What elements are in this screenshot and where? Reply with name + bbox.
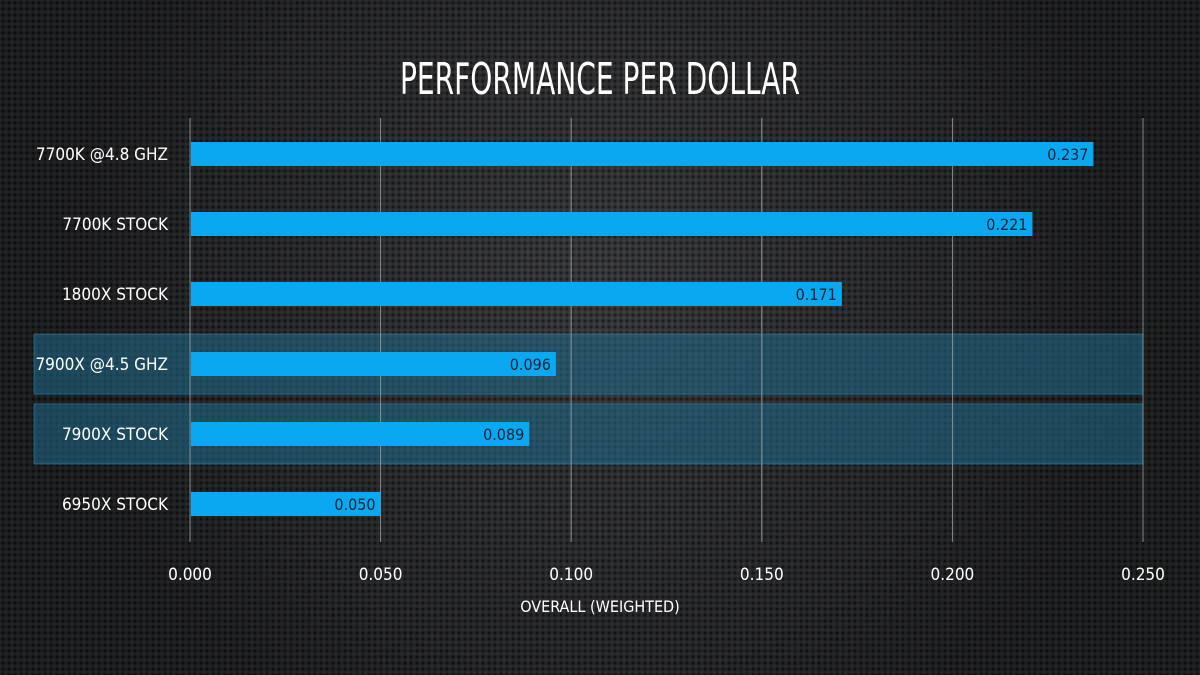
bar [191,142,1094,166]
chart-title: PERFORMANCE PER DOLLAR [400,54,800,105]
bar [191,282,842,306]
x-tick-label: 0.000 [168,565,212,585]
bar [191,212,1033,236]
bar-value-label: 0.096 [510,355,551,374]
bar-value-label: 0.050 [334,495,375,514]
category-label: 7900X @4.5 GHZ [35,355,168,375]
bar-value-label: 0.237 [1047,145,1088,164]
x-tick-label: 0.150 [740,565,784,585]
category-label: 6950X STOCK [62,495,169,515]
bar [191,492,381,516]
x-tick-label: 0.100 [549,565,593,585]
x-tick-label: 0.250 [1121,565,1165,585]
category-label: 7700K STOCK [62,215,169,235]
gridlines [189,118,1144,542]
x-tick-labels: 0.000 0.050 0.100 0.150 0.200 0.250 [168,565,1165,585]
x-tick-label: 0.050 [359,565,403,585]
bar-value-label: 0.089 [483,425,524,444]
category-label: 7900X STOCK [62,425,169,445]
bar [191,422,530,446]
bar [191,352,556,376]
highlight-bands [33,333,1144,465]
bar-value-label: 0.221 [986,215,1027,234]
bars: 0.237 0.221 0.171 0.096 0.089 0.050 [191,142,1094,516]
x-tick-label: 0.200 [931,565,975,585]
category-label: 7700K @4.8 GHZ [36,145,168,165]
category-labels: 7700K @4.8 GHZ 7700K STOCK 1800X STOCK 7900… [35,145,169,515]
bar-value-label: 0.171 [796,285,837,304]
category-label: 1800X STOCK [62,285,169,305]
x-axis-label: OVERALL (WEIGHTED) [520,597,680,616]
